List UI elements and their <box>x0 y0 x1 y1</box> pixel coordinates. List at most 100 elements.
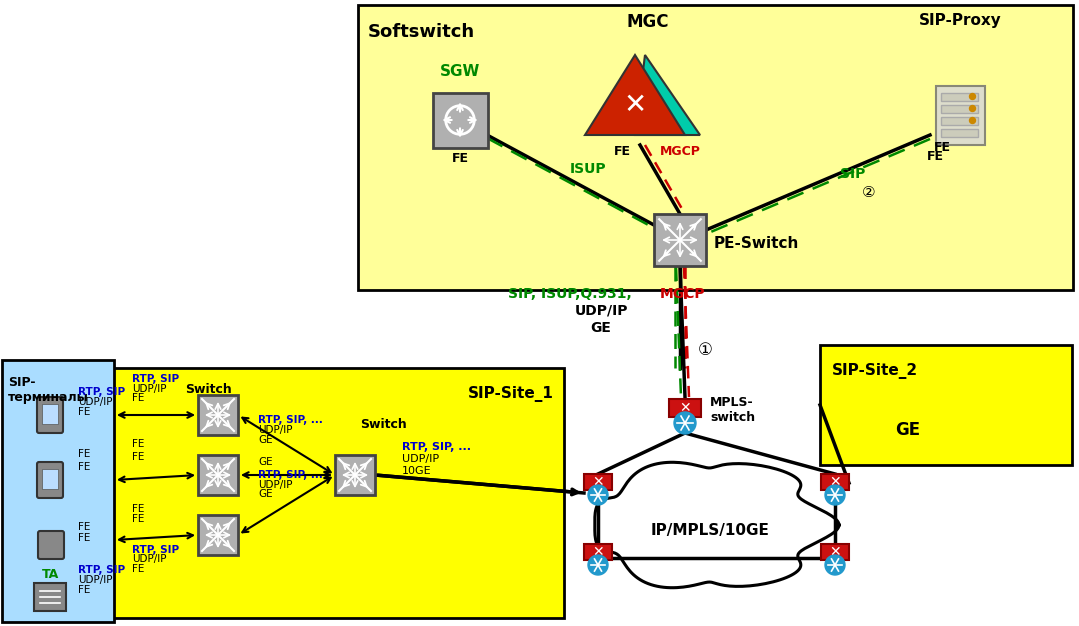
FancyBboxPatch shape <box>37 397 63 433</box>
Text: FE: FE <box>78 449 91 459</box>
Text: FE: FE <box>132 564 145 574</box>
Text: FE: FE <box>132 439 145 449</box>
Circle shape <box>683 433 767 518</box>
FancyBboxPatch shape <box>821 474 849 490</box>
Text: ✕: ✕ <box>592 475 604 489</box>
Circle shape <box>588 485 607 505</box>
FancyBboxPatch shape <box>199 395 238 435</box>
FancyBboxPatch shape <box>199 515 238 555</box>
Text: UDP/IP: UDP/IP <box>575 304 628 318</box>
FancyBboxPatch shape <box>941 116 978 125</box>
Circle shape <box>970 118 975 123</box>
Circle shape <box>615 533 685 603</box>
FancyBboxPatch shape <box>941 105 978 113</box>
FancyBboxPatch shape <box>584 474 612 490</box>
Text: 10GE: 10GE <box>402 466 432 476</box>
Text: RTP, SIP, ...: RTP, SIP, ... <box>258 415 323 425</box>
Text: FE: FE <box>78 533 91 543</box>
Text: FE: FE <box>451 152 468 165</box>
Text: ✕: ✕ <box>624 91 646 119</box>
FancyBboxPatch shape <box>37 462 63 498</box>
Text: UDP/IP: UDP/IP <box>78 575 112 585</box>
Text: FE: FE <box>132 393 145 403</box>
FancyBboxPatch shape <box>433 93 488 148</box>
Text: UDP/IP: UDP/IP <box>258 425 292 435</box>
Text: Softswitch: Softswitch <box>368 23 475 41</box>
FancyBboxPatch shape <box>38 531 64 559</box>
FancyBboxPatch shape <box>935 86 984 145</box>
Text: FE: FE <box>78 522 91 532</box>
Text: GE: GE <box>258 457 273 467</box>
Circle shape <box>825 555 845 575</box>
Circle shape <box>738 543 802 607</box>
Circle shape <box>765 484 835 554</box>
Text: MPLS-
switch: MPLS- switch <box>710 396 755 424</box>
Text: Switch: Switch <box>185 383 231 396</box>
Text: UDP/IP: UDP/IP <box>78 397 112 407</box>
Circle shape <box>825 485 845 505</box>
FancyBboxPatch shape <box>334 455 375 495</box>
Text: ✕: ✕ <box>679 401 691 415</box>
Text: MGCP: MGCP <box>660 287 706 301</box>
FancyBboxPatch shape <box>358 5 1073 290</box>
Text: SIP-Site_1: SIP-Site_1 <box>468 386 554 402</box>
Polygon shape <box>585 55 685 135</box>
Text: UDP/IP: UDP/IP <box>132 384 166 394</box>
Text: SGW: SGW <box>440 64 480 79</box>
FancyBboxPatch shape <box>941 93 978 101</box>
FancyBboxPatch shape <box>42 404 58 424</box>
Text: ①: ① <box>698 341 713 359</box>
Text: MGC: MGC <box>627 13 669 31</box>
Circle shape <box>588 555 607 575</box>
Circle shape <box>590 466 670 546</box>
Text: GE: GE <box>894 421 920 439</box>
FancyBboxPatch shape <box>112 368 564 618</box>
Text: ✕: ✕ <box>829 545 841 559</box>
Text: FE: FE <box>927 150 943 163</box>
Text: RTP, SIP, ...: RTP, SIP, ... <box>402 442 472 452</box>
FancyBboxPatch shape <box>584 544 612 560</box>
FancyBboxPatch shape <box>42 469 58 489</box>
Text: SIP: SIP <box>839 167 865 181</box>
Text: Switch: Switch <box>360 418 407 431</box>
Text: RTP, SIP, ...: RTP, SIP, ... <box>258 470 323 480</box>
Text: GE: GE <box>258 435 273 445</box>
FancyBboxPatch shape <box>35 583 66 611</box>
Circle shape <box>970 106 975 111</box>
Circle shape <box>970 93 975 100</box>
Text: SIP-
терминалы: SIP- терминалы <box>8 376 88 404</box>
FancyBboxPatch shape <box>821 544 849 560</box>
Text: RTP, SIP: RTP, SIP <box>78 387 125 397</box>
Circle shape <box>674 412 696 434</box>
Text: SIP, ISUP,Q.931,: SIP, ISUP,Q.931, <box>508 287 631 301</box>
Text: SIP-Site_2: SIP-Site_2 <box>832 363 918 379</box>
Text: ②: ② <box>862 185 876 200</box>
Text: FE: FE <box>78 407 91 417</box>
Text: FE: FE <box>614 145 630 158</box>
Circle shape <box>732 450 808 526</box>
FancyBboxPatch shape <box>654 214 706 266</box>
Circle shape <box>637 444 713 520</box>
Text: GE: GE <box>258 489 273 499</box>
Text: TA: TA <box>41 568 58 582</box>
Text: FE: FE <box>132 514 145 524</box>
Text: MGCP: MGCP <box>660 145 701 158</box>
Circle shape <box>770 520 830 580</box>
Text: GE: GE <box>590 321 611 335</box>
Text: ISUP: ISUP <box>570 162 606 176</box>
Text: RTP, SIP: RTP, SIP <box>78 565 125 575</box>
Circle shape <box>588 505 652 570</box>
Text: RTP, SIP: RTP, SIP <box>132 545 179 555</box>
Circle shape <box>670 541 750 621</box>
Text: UDP/IP: UDP/IP <box>402 454 439 464</box>
Text: ✕: ✕ <box>829 475 841 489</box>
Text: UDP/IP: UDP/IP <box>132 554 166 564</box>
FancyBboxPatch shape <box>941 128 978 136</box>
Text: SIP-Proxy: SIP-Proxy <box>918 13 1001 28</box>
Text: RTP, SIP: RTP, SIP <box>132 374 179 384</box>
Text: UDP/IP: UDP/IP <box>258 480 292 490</box>
Text: FE: FE <box>132 452 145 462</box>
Text: IP/MPLS/10GE: IP/MPLS/10GE <box>651 523 769 538</box>
Text: FE: FE <box>78 462 91 472</box>
FancyBboxPatch shape <box>820 345 1073 465</box>
